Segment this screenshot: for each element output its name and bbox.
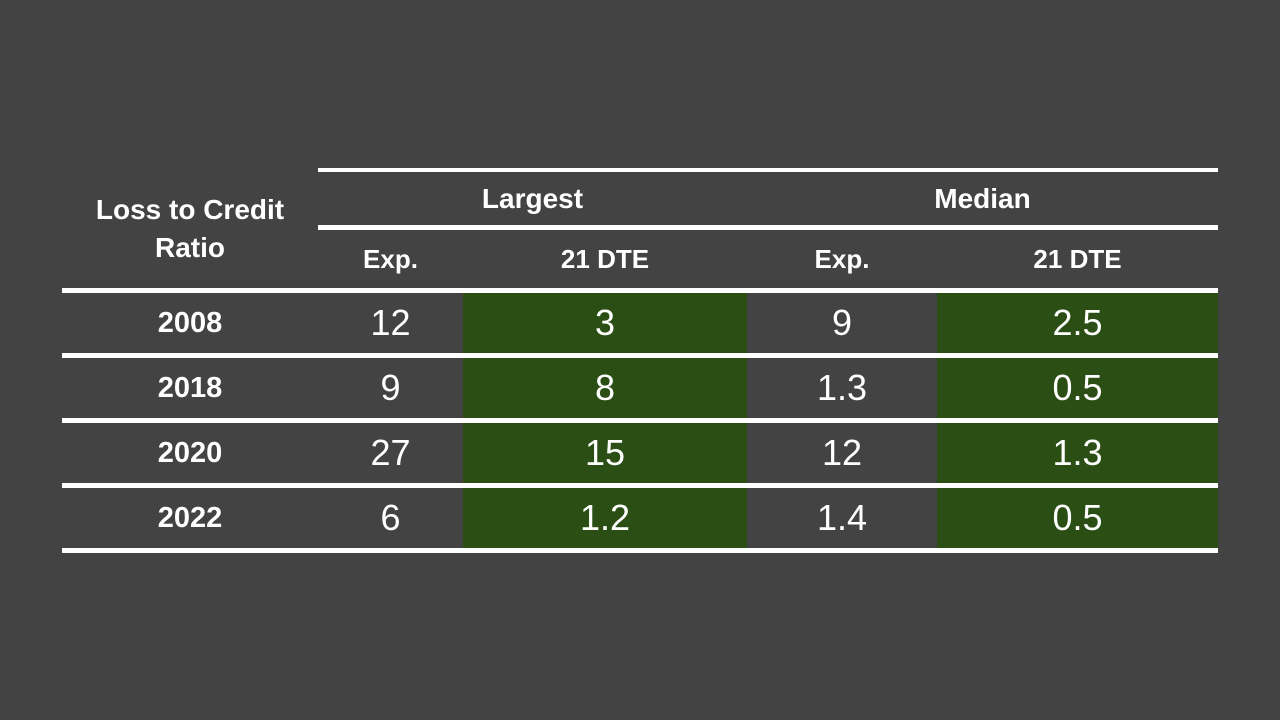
cell-largest-exp: 6 <box>318 485 463 553</box>
cell-largest-21dte: 8 <box>463 355 747 423</box>
row-year-label: 2022 <box>62 485 318 553</box>
subheader-median-exp: Exp. <box>747 227 937 293</box>
table-row-2020: 2020 27 15 12 1.3 <box>62 420 1218 488</box>
cell-median-exp: 1.4 <box>747 485 937 553</box>
cell-median-21dte: 0.5 <box>937 485 1218 553</box>
table-corner-label: Loss to Credit Ratio <box>62 170 318 293</box>
cell-median-21dte: 0.5 <box>937 355 1218 423</box>
corner-label-text: Loss to Credit Ratio <box>95 194 285 263</box>
table-row-2018: 2018 9 8 1.3 0.5 <box>62 355 1218 423</box>
cell-largest-exp: 9 <box>318 355 463 423</box>
table-row-2022: 2022 6 1.2 1.4 0.5 <box>62 485 1218 553</box>
group-header-largest: Largest <box>318 168 747 230</box>
cell-largest-21dte: 15 <box>463 420 747 488</box>
cell-largest-exp: 27 <box>318 420 463 488</box>
cell-median-exp: 12 <box>747 420 937 488</box>
cell-largest-21dte: 1.2 <box>463 485 747 553</box>
cell-median-exp: 9 <box>747 290 937 358</box>
subheader-largest-21dte: 21 DTE <box>463 227 747 293</box>
cell-median-exp: 1.3 <box>747 355 937 423</box>
row-year-label: 2020 <box>62 420 318 488</box>
cell-median-21dte: 1.3 <box>937 420 1218 488</box>
row-year-label: 2008 <box>62 290 318 358</box>
subheader-largest-exp: Exp. <box>318 227 463 293</box>
row-year-label: 2018 <box>62 355 318 423</box>
cell-largest-exp: 12 <box>318 290 463 358</box>
cell-median-21dte: 2.5 <box>937 290 1218 358</box>
sub-header-row: Exp. 21 DTE Exp. 21 DTE <box>62 227 1218 293</box>
cell-largest-21dte: 3 <box>463 290 747 358</box>
subheader-median-21dte: 21 DTE <box>937 227 1218 293</box>
loss-to-credit-ratio-table: Loss to Credit Ratio Largest Median Exp.… <box>62 168 1218 553</box>
group-header-median: Median <box>747 168 1218 230</box>
group-header-row: Loss to Credit Ratio Largest Median <box>62 168 1218 293</box>
table-row-2008: 2008 12 3 9 2.5 <box>62 290 1218 358</box>
